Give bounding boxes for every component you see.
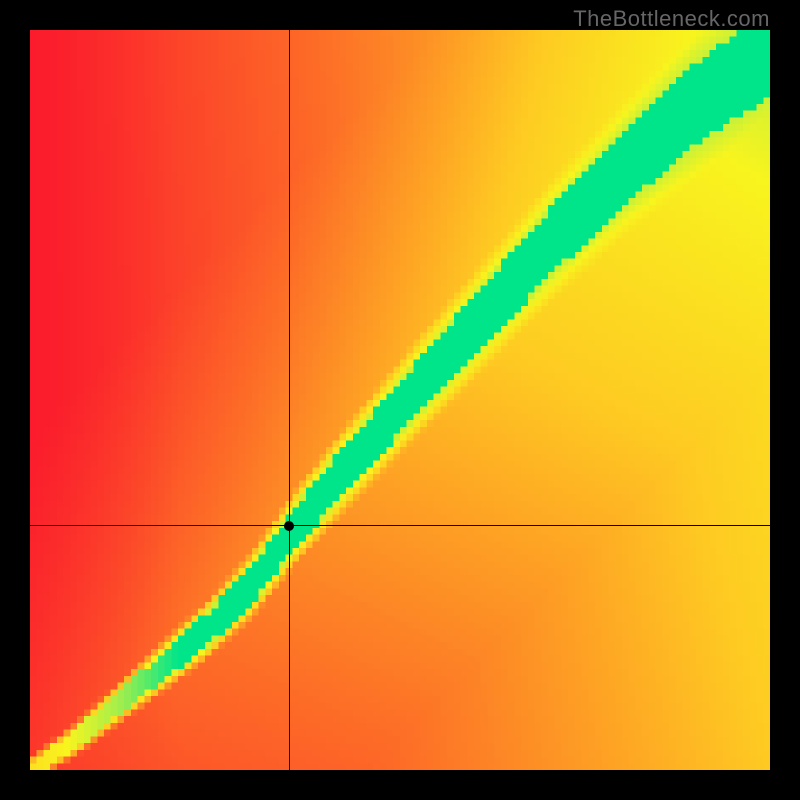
watermark-text: TheBottleneck.com [573, 6, 770, 32]
bottleneck-heatmap [30, 30, 770, 770]
crosshair-marker [284, 521, 294, 531]
crosshair-horizontal [30, 525, 770, 526]
crosshair-vertical [289, 30, 290, 770]
chart-container: TheBottleneck.com [0, 0, 800, 800]
